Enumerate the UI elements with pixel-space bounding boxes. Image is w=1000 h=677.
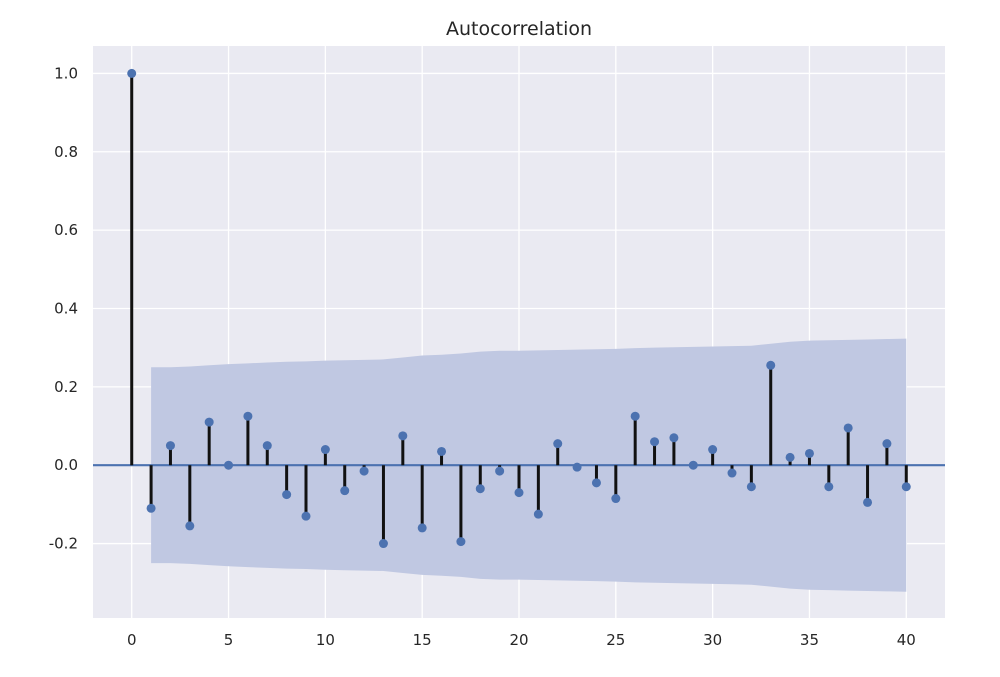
y-tick-label: 1.0 [54, 64, 78, 82]
marker-lag-10 [320, 445, 330, 455]
marker-lag-18 [475, 484, 485, 494]
y-tick-label: 0.0 [54, 456, 78, 474]
y-tick-label: 0.4 [54, 299, 78, 317]
x-tick-label: 40 [897, 631, 916, 649]
marker-lag-26 [630, 411, 640, 421]
marker-lag-24 [591, 478, 601, 488]
marker-lag-21 [533, 509, 543, 519]
x-tick-label: 30 [703, 631, 722, 649]
marker-lag-19 [495, 466, 505, 476]
marker-lag-16 [437, 446, 447, 456]
marker-lag-22 [553, 439, 563, 449]
marker-lag-35 [804, 448, 814, 458]
marker-lag-8 [282, 490, 292, 500]
marker-lag-12 [359, 466, 369, 476]
marker-lag-0 [127, 68, 137, 78]
marker-lag-11 [340, 486, 350, 496]
x-tick-label: 15 [413, 631, 432, 649]
x-tick-label: 35 [800, 631, 819, 649]
marker-lag-5 [224, 460, 234, 470]
marker-lag-29 [688, 460, 698, 470]
x-tick-label: 20 [509, 631, 528, 649]
marker-lag-14 [398, 431, 408, 441]
marker-lag-40 [901, 482, 911, 492]
y-tick-label: 0.2 [54, 378, 78, 396]
marker-lag-4 [204, 417, 214, 427]
marker-lag-17 [456, 537, 466, 547]
marker-lag-39 [882, 439, 892, 449]
marker-lag-9 [301, 511, 311, 521]
marker-lag-13 [378, 539, 388, 549]
marker-lag-28 [669, 433, 679, 443]
marker-lag-32 [746, 482, 756, 492]
x-tick-label: 5 [224, 631, 234, 649]
marker-lag-31 [727, 468, 737, 478]
marker-lag-27 [650, 437, 660, 447]
marker-lag-34 [785, 452, 795, 462]
marker-lag-15 [417, 523, 427, 533]
marker-lag-37 [843, 423, 853, 433]
x-tick-label: 25 [606, 631, 625, 649]
marker-lag-3 [185, 521, 195, 531]
x-tick-labels: 0 5 10 15 20 25 30 35 40 [127, 631, 916, 649]
x-tick-label: 10 [316, 631, 335, 649]
marker-lag-1 [146, 503, 156, 513]
chart-title: Autocorrelation [446, 18, 592, 40]
y-tick-label: -0.2 [49, 535, 78, 553]
marker-lag-6 [243, 411, 253, 421]
marker-lag-7 [262, 441, 272, 451]
marker-lag-38 [863, 497, 873, 507]
marker-lag-20 [514, 488, 524, 498]
marker-lag-33 [766, 360, 776, 370]
y-tick-label: 0.6 [54, 221, 78, 239]
markers [127, 68, 911, 549]
marker-lag-36 [824, 482, 834, 492]
marker-lag-30 [708, 445, 718, 455]
marker-lag-23 [572, 462, 582, 472]
marker-lag-2 [165, 441, 175, 451]
x-tick-label: 0 [127, 631, 137, 649]
marker-lag-25 [611, 494, 621, 504]
y-tick-labels: 1.0 0.8 0.6 0.4 0.2 0.0 -0.2 [49, 64, 78, 552]
y-tick-label: 0.8 [54, 143, 78, 161]
